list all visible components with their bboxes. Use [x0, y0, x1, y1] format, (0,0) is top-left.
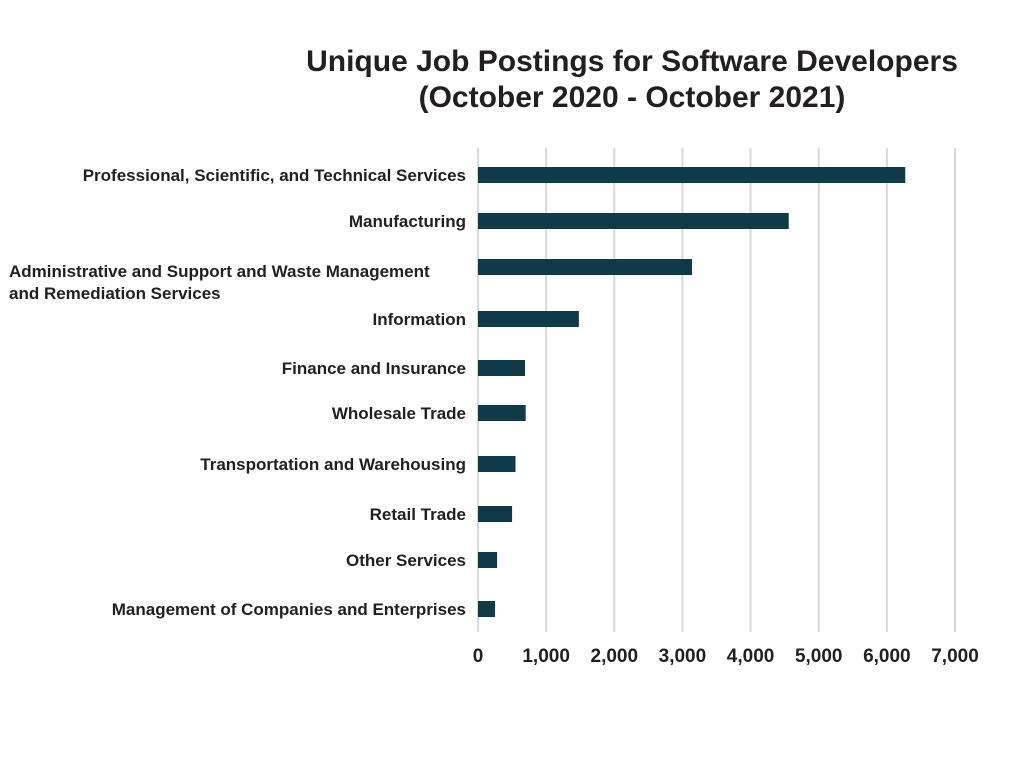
category-label: Manufacturing: [349, 212, 466, 231]
x-tick-label: 1,000: [522, 646, 570, 667]
bar: [478, 167, 906, 183]
category-labels: Professional, Scientific, and Technical …: [9, 166, 466, 619]
category-label: Wholesale Trade: [332, 404, 466, 423]
bar: [478, 601, 496, 617]
chart-title: Unique Job Postings for Software Develop…: [0, 44, 1024, 116]
category-label-line: Administrative and Support and Waste Man…: [9, 262, 430, 281]
bar: [478, 360, 526, 376]
category-label: Retail Trade: [370, 505, 466, 524]
category-label: Management of Companies and Enterprises: [112, 600, 466, 619]
x-tick-label: 2,000: [591, 646, 639, 667]
x-tick-label: 4,000: [727, 646, 775, 667]
category-label: Information: [373, 310, 467, 329]
bar: [478, 259, 692, 275]
category-label: Professional, Scientific, and Technical …: [83, 166, 466, 185]
x-tick-label: 7,000: [931, 646, 979, 667]
chart-title-line: Unique Job Postings for Software Develop…: [306, 45, 958, 78]
bar: [478, 405, 526, 421]
chart-subtitle-line: (October 2020 - October 2021): [418, 81, 846, 114]
x-tick-label: 0: [473, 646, 484, 667]
category-label: Finance and Insurance: [282, 359, 466, 378]
category-label: Administrative and Support and Waste Man…: [9, 262, 430, 303]
bar: [478, 506, 513, 522]
x-tick-labels: 0 1,000 2,000 3,000 4,000 5,000 6,000 7,000: [473, 646, 979, 667]
bar: [478, 552, 498, 568]
bar: [478, 311, 579, 327]
x-tick-label: 3,000: [659, 646, 707, 667]
bar: [478, 213, 789, 229]
bars: [478, 167, 906, 617]
category-label: Transportation and Warehousing: [200, 455, 466, 474]
x-tick-label: 5,000: [795, 646, 843, 667]
category-label-line: and Remediation Services: [9, 284, 221, 303]
category-label: Other Services: [346, 551, 466, 570]
bar: [478, 456, 516, 472]
x-tick-label: 6,000: [863, 646, 911, 667]
